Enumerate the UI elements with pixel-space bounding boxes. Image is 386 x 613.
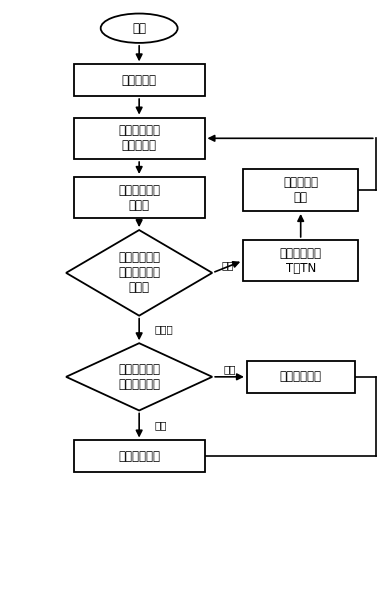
Bar bbox=[74, 118, 205, 159]
Text: 更新时间常数
T，TN: 更新时间常数 T，TN bbox=[280, 246, 322, 275]
Text: 大于: 大于 bbox=[223, 365, 236, 375]
Bar bbox=[243, 170, 358, 211]
Polygon shape bbox=[66, 230, 212, 316]
Text: 判定目标亮度
和当前亮度的
等同性: 判定目标亮度 和当前亮度的 等同性 bbox=[118, 251, 160, 294]
Text: 增加当前亮度: 增加当前亮度 bbox=[280, 370, 322, 383]
Text: 不相等: 不相等 bbox=[154, 324, 173, 335]
Bar bbox=[74, 441, 205, 472]
Text: 程序初始化: 程序初始化 bbox=[122, 74, 157, 86]
Text: 更新显示器上
环境光照度: 更新显示器上 环境光照度 bbox=[118, 124, 160, 152]
Ellipse shape bbox=[101, 13, 178, 43]
Polygon shape bbox=[66, 343, 212, 411]
Text: 更新显示器
亮度: 更新显示器 亮度 bbox=[283, 177, 318, 204]
Bar bbox=[74, 177, 205, 218]
Text: 目标亮度是否
大于当前亮度: 目标亮度是否 大于当前亮度 bbox=[118, 363, 160, 391]
Bar bbox=[243, 240, 358, 281]
Text: 相等: 相等 bbox=[221, 261, 234, 270]
Text: 开始: 开始 bbox=[132, 21, 146, 35]
Text: 小于: 小于 bbox=[154, 421, 167, 430]
Text: 减小当前亮度: 减小当前亮度 bbox=[118, 450, 160, 463]
Bar bbox=[74, 64, 205, 96]
Bar bbox=[247, 361, 354, 393]
Text: 更新显示器目
标亮度: 更新显示器目 标亮度 bbox=[118, 184, 160, 211]
